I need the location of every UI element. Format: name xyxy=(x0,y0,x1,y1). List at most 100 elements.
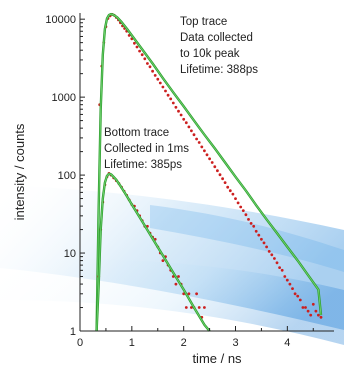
data-point xyxy=(148,65,152,69)
data-point xyxy=(278,266,281,269)
y-tick-label: 1000 xyxy=(52,92,76,104)
data-point xyxy=(254,229,258,233)
data-point xyxy=(197,141,201,144)
data-point xyxy=(239,205,243,209)
fit-line-highlight xyxy=(96,173,210,332)
swoosh-band-3 xyxy=(150,205,344,272)
data-point xyxy=(273,257,276,260)
x-tick-label: 0 xyxy=(77,337,83,349)
annotation-line: Bottom trace xyxy=(104,127,169,139)
annotation-line: Lifetime: 385ps xyxy=(104,159,182,171)
data-point xyxy=(306,309,310,313)
data-point xyxy=(218,173,222,177)
x-tick-label: 4 xyxy=(284,337,290,349)
data-point xyxy=(223,181,227,185)
data-point xyxy=(177,275,180,278)
data-point xyxy=(301,306,305,309)
annotations: Top trace Data collected to 10k peak Lifeti… xyxy=(104,16,258,171)
data-point xyxy=(304,306,307,309)
data-point xyxy=(283,275,287,278)
data-point xyxy=(190,129,193,133)
data-point xyxy=(314,309,318,313)
annotation-line: to 10k peak xyxy=(180,48,240,60)
y-tick-label: 100 xyxy=(58,170,76,182)
data-point xyxy=(296,294,300,298)
data-point xyxy=(280,268,284,272)
data-point xyxy=(319,315,323,319)
data-point xyxy=(270,253,274,257)
data-point xyxy=(267,250,271,253)
data-point xyxy=(203,306,206,309)
data-point xyxy=(257,233,261,237)
y-tick-label: 10 xyxy=(64,248,76,260)
y-tick-label: 10000 xyxy=(45,14,76,26)
data-point xyxy=(158,81,162,85)
series-3-fit xyxy=(95,172,211,332)
data-point xyxy=(184,121,188,125)
data-point xyxy=(298,298,302,302)
data-point xyxy=(275,261,279,265)
data-point xyxy=(133,41,136,45)
data-point xyxy=(205,153,209,157)
data-point xyxy=(221,177,225,181)
y-tick-label: 1 xyxy=(70,326,76,338)
data-point xyxy=(161,259,165,262)
data-point xyxy=(135,45,139,49)
data-point xyxy=(285,278,289,282)
y-axis-title: intensity / counts xyxy=(12,123,27,220)
data-point xyxy=(184,306,188,309)
data-point xyxy=(293,292,297,296)
data-point xyxy=(182,117,186,121)
data-point xyxy=(161,85,165,89)
data-point xyxy=(195,137,199,141)
data-point xyxy=(153,74,157,77)
x-axis-title: time / ns xyxy=(192,351,242,366)
annotation-line: Data collected xyxy=(180,32,253,44)
data-point xyxy=(151,69,155,73)
data-point xyxy=(309,313,313,317)
data-point xyxy=(140,53,144,57)
data-point xyxy=(210,161,214,164)
data-point xyxy=(208,157,212,161)
data-point xyxy=(236,201,240,205)
data-point xyxy=(228,189,232,193)
data-point xyxy=(216,169,219,173)
data-point xyxy=(252,224,256,228)
data-point xyxy=(213,165,217,169)
data-point xyxy=(179,113,183,117)
annotation-top: Top trace Data collected to 10k peak Lifeti… xyxy=(180,16,258,76)
annotation-line: Top trace xyxy=(180,16,227,28)
data-point xyxy=(143,57,147,61)
annotation-line: Collected in 1ms xyxy=(104,143,189,155)
data-point xyxy=(169,97,173,101)
fit-line-highlight xyxy=(96,13,322,332)
series-1-fit xyxy=(95,12,323,332)
data-point xyxy=(174,105,178,109)
data-point xyxy=(317,313,320,317)
data-point xyxy=(234,197,237,201)
data-point xyxy=(260,237,263,241)
data-point xyxy=(288,282,292,286)
data-point xyxy=(197,306,201,309)
data-point xyxy=(247,218,250,221)
data-point xyxy=(177,109,180,113)
x-tick-label: 1 xyxy=(129,337,135,349)
data-point xyxy=(244,213,248,217)
data-point xyxy=(311,302,315,306)
plot-layers xyxy=(95,12,323,332)
data-point xyxy=(190,306,193,309)
annotation-bottom: Bottom trace Collected in 1ms Lifetime: 38… xyxy=(104,127,189,171)
data-point xyxy=(195,292,199,296)
data-point xyxy=(291,287,294,290)
data-point xyxy=(200,145,204,149)
data-point xyxy=(249,222,253,225)
x-tick-label: 2 xyxy=(181,337,187,349)
data-point xyxy=(174,282,178,286)
data-point xyxy=(187,125,191,129)
data-point xyxy=(262,241,266,245)
data-point xyxy=(156,77,160,81)
data-point xyxy=(146,62,149,65)
